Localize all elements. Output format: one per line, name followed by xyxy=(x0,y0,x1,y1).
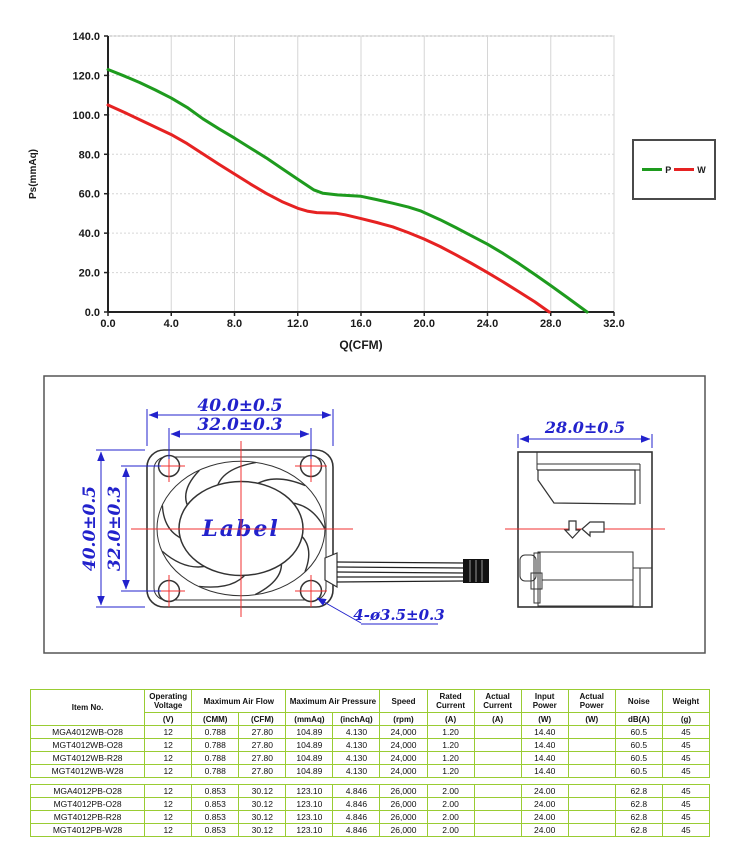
unit-inchaq: (inchAq) xyxy=(332,712,381,726)
hole-callout: 4-ø3.5±0.3 xyxy=(353,606,444,624)
col-actual-current: Actual Current xyxy=(473,689,522,713)
rotation-arrow-icon xyxy=(581,521,605,538)
y-tick-label: 80.0 xyxy=(79,149,100,161)
table-row: MGT4012WB-O28 12 0.788 27.80 104.89 4.13… xyxy=(29,738,711,752)
x-tick-label: 0.0 xyxy=(100,318,115,330)
legend-label-w: W xyxy=(697,164,706,175)
x-axis-title: Q(CFM) xyxy=(339,338,382,352)
table-row: MGT4012PB-O28 12 0.853 30.12 123.10 4.84… xyxy=(29,797,711,811)
unit-g: (g) xyxy=(661,712,711,726)
front-dimensions: 40.0±0.5 32.0±0.3 40.0±0.5 32.0±0.3 4-ø3… xyxy=(80,396,445,625)
spec-table-section: Item No. Operating Voltage Maximum Air F… xyxy=(29,689,712,837)
unit-rpm: (rpm) xyxy=(379,712,428,726)
performance-chart: 0.0 4.0 8.0 12.0 16.0 20.0 24.0 28.0 32.0 0.0 20.0… xyxy=(0,0,751,370)
col-item-no: Item No. xyxy=(29,689,146,726)
x-tick-label: 4.0 xyxy=(164,318,179,330)
table-row: MGA4012WB-O28 12 0.788 27.80 104.89 4.13… xyxy=(29,725,711,739)
series-line-W xyxy=(106,103,551,314)
col-max-air-flow: Maximum Air Flow xyxy=(191,689,287,713)
fan-side-view xyxy=(505,451,665,608)
table-row: MGT4012WB-R28 12 0.788 27.80 104.89 4.13… xyxy=(29,751,711,765)
y-tick-label: 0.0 xyxy=(85,307,100,319)
y-tick-label: 100.0 xyxy=(72,110,100,122)
unit-db: dB(A) xyxy=(614,712,663,726)
chart-legend: P W xyxy=(632,139,716,200)
table-row: MGT4012WB-W28 12 0.788 27.80 104.89 4.13… xyxy=(29,764,711,778)
dim-height-outer: 40.0±0.5 xyxy=(80,486,100,571)
unit-voltage: (V) xyxy=(144,712,193,726)
unit-actual-a: (A) xyxy=(473,712,522,726)
col-max-air-pressure: Maximum Air Pressure xyxy=(285,689,381,713)
dim-width-holes: 32.0±0.3 xyxy=(197,415,282,435)
series-line-P xyxy=(106,68,589,314)
col-operating-voltage: Operating Voltage xyxy=(144,689,193,713)
connector-stripes xyxy=(469,560,483,582)
dim-width-outer: 40.0±0.5 xyxy=(197,396,282,416)
mounting-holes xyxy=(153,450,327,607)
table-row: MGT4012PB-W28 12 0.853 30.12 123.10 4.84… xyxy=(29,823,711,837)
x-tick-label: 20.0 xyxy=(414,318,435,330)
col-noise: Noise xyxy=(614,689,663,713)
legend-label-p: P xyxy=(665,164,672,175)
hole-centerlines xyxy=(153,450,327,607)
side-dimensions: 28.0±0.5 xyxy=(517,418,653,448)
unit-rated-a: (A) xyxy=(426,712,475,726)
spec-table-group2: MGA4012PB-O28 12 0.853 30.12 123.10 4.84… xyxy=(29,784,711,837)
x-tick-label: 16.0 xyxy=(350,318,371,330)
unit-mmaq: (mmAq) xyxy=(285,712,334,726)
spec-table-group1: Item No. Operating Voltage Maximum Air F… xyxy=(29,689,711,778)
fan-front-view: Label xyxy=(131,441,489,617)
unit-cmm: (CMM) xyxy=(191,712,240,726)
col-actual-power: Actual Power xyxy=(567,689,616,713)
unit-actual-w: (W) xyxy=(567,712,616,726)
x-tick-label: 12.0 xyxy=(287,318,308,330)
airflow-arrow-icon xyxy=(563,520,582,539)
x-tick-label: 32.0 xyxy=(603,318,624,330)
y-tick-label: 60.0 xyxy=(79,189,100,201)
fan-technical-drawing: Label xyxy=(43,375,706,654)
table-row: MGA4012PB-O28 12 0.853 30.12 123.10 4.84… xyxy=(29,784,711,798)
y-tick-label: 120.0 xyxy=(72,70,100,82)
x-tick-label: 24.0 xyxy=(477,318,498,330)
lead-wires xyxy=(324,552,464,589)
chart-canvas: 0.0 4.0 8.0 12.0 16.0 20.0 24.0 28.0 32.0 0.0 20.0… xyxy=(28,31,625,352)
table-row: MGT4012PB-R28 12 0.853 30.12 123.10 4.84… xyxy=(29,810,711,824)
y-tick-label: 140.0 xyxy=(72,31,100,43)
side-bottom-housing xyxy=(537,551,634,607)
col-speed: Speed xyxy=(379,689,428,713)
dim-depth: 28.0±0.5 xyxy=(544,418,625,437)
y-axis-title: Ps(mmAq) xyxy=(28,149,39,199)
legend-swatch-w xyxy=(674,168,695,171)
col-rated-current: Rated Current xyxy=(426,689,475,713)
unit-input-w: (W) xyxy=(520,712,569,726)
col-weight: Weight xyxy=(661,689,711,713)
x-tick-label: 8.0 xyxy=(227,318,242,330)
x-tick-label: 28.0 xyxy=(540,318,561,330)
unit-cfm: (CFM) xyxy=(238,712,287,726)
y-tick-label: 20.0 xyxy=(79,268,100,280)
dim-height-holes: 32.0±0.3 xyxy=(105,486,125,571)
y-tick-label: 40.0 xyxy=(79,228,100,240)
legend-swatch-p xyxy=(642,168,663,171)
col-input-power: Input Power xyxy=(520,689,569,713)
motor-hub-side xyxy=(537,469,636,505)
